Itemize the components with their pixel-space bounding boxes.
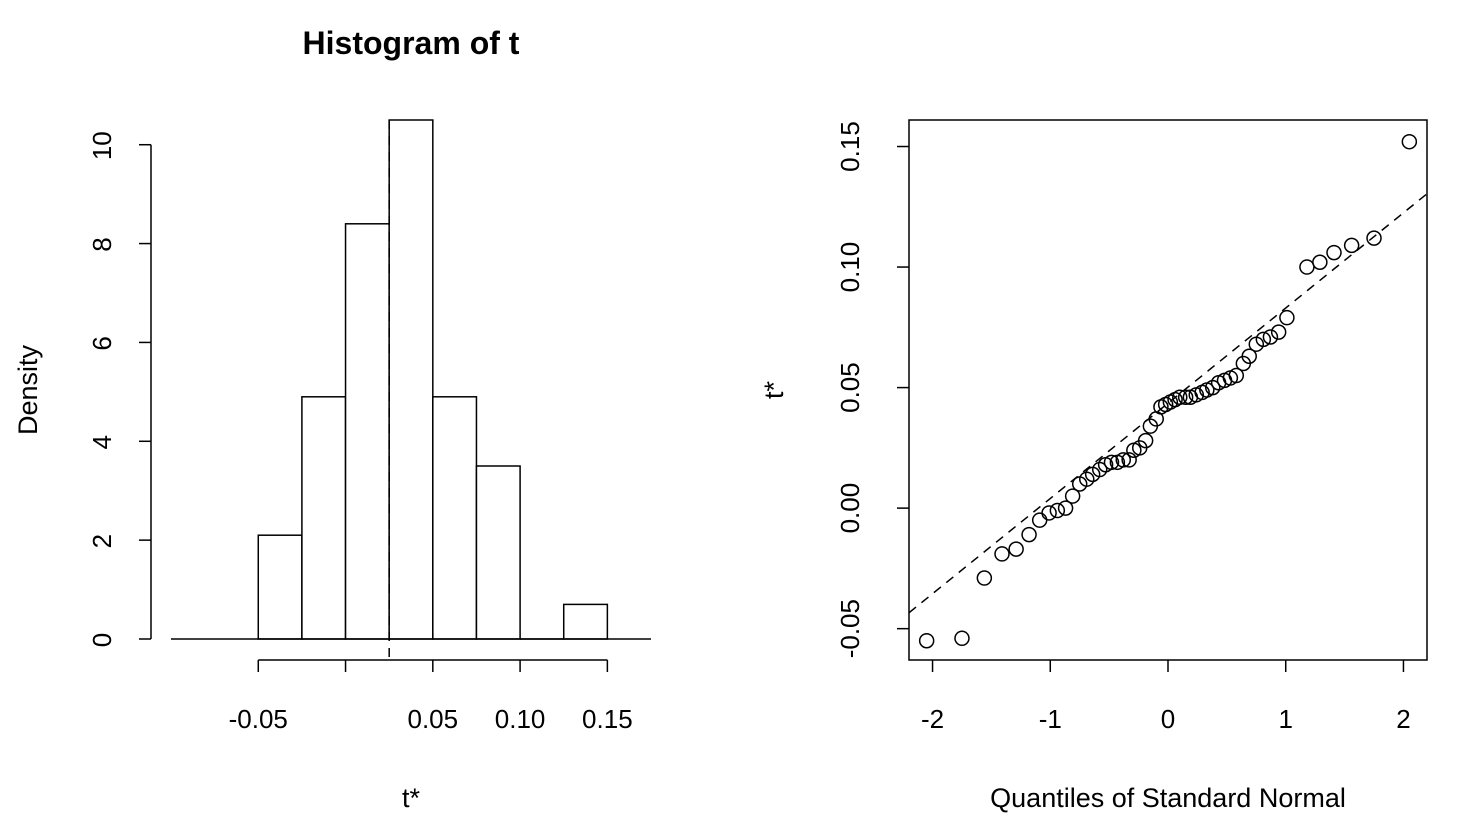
data-point bbox=[1279, 309, 1295, 326]
data-point bbox=[1326, 244, 1342, 261]
x-axis-label: t* bbox=[402, 783, 421, 813]
histogram-bar bbox=[344, 223, 390, 640]
y-tick-label: -0.05 bbox=[835, 599, 865, 658]
data-point bbox=[1064, 488, 1081, 504]
data-point bbox=[1262, 329, 1279, 345]
histogram-panel: 0 2 4 6 8 10 -0.05 0.05 0.10 0.15 Histogram of t t*… bbox=[13, 25, 651, 813]
y-tick-label: 8 bbox=[87, 237, 117, 251]
x-tick-label: 0.10 bbox=[495, 704, 546, 734]
data-point bbox=[1172, 389, 1188, 405]
histogram-bar bbox=[562, 603, 609, 640]
data-point bbox=[1312, 254, 1328, 270]
data-point bbox=[1008, 541, 1024, 557]
y-tick-label: 4 bbox=[87, 435, 117, 449]
data-point bbox=[1049, 502, 1066, 519]
data-point bbox=[1241, 348, 1257, 364]
y-tick-label: 10 bbox=[87, 131, 117, 160]
plot-frame bbox=[908, 119, 1428, 661]
y-tick-label: 0.10 bbox=[835, 242, 865, 293]
histogram-bar bbox=[432, 396, 478, 640]
y-tick-label: 0.05 bbox=[835, 362, 865, 413]
data-point bbox=[954, 630, 970, 647]
data-point bbox=[1228, 367, 1245, 384]
data-point bbox=[1115, 452, 1132, 468]
x-tick-label: 1 bbox=[1278, 704, 1292, 734]
y-axis-label: Density bbox=[13, 344, 43, 435]
histogram-bar bbox=[475, 465, 521, 640]
x-tick-label: -1 bbox=[1039, 704, 1062, 734]
histogram-bar bbox=[257, 534, 303, 640]
data-point bbox=[1255, 331, 1272, 348]
x-tick-label: -2 bbox=[921, 704, 944, 734]
data-point bbox=[1103, 454, 1120, 471]
data-point bbox=[918, 632, 935, 649]
data-point bbox=[1177, 389, 1194, 405]
x-axis-label: Quantiles of Standard Normal bbox=[990, 783, 1346, 813]
y-tick-label: 6 bbox=[87, 336, 117, 350]
x-tick-label: 2 bbox=[1396, 704, 1410, 734]
data-point bbox=[994, 546, 1010, 562]
data-point bbox=[1270, 324, 1287, 340]
data-point bbox=[1343, 237, 1360, 254]
histogram-bar bbox=[388, 119, 434, 640]
y-tick-label: 0 bbox=[87, 633, 117, 647]
data-point bbox=[1401, 133, 1418, 150]
chart-title: Histogram of t bbox=[303, 25, 520, 61]
y-tick-label: 2 bbox=[87, 534, 117, 548]
histogram-bar bbox=[301, 396, 347, 640]
data-point bbox=[1031, 512, 1048, 528]
qq-plot-panel: -2 -1 0 1 2 -0.05 0.00 0.05 0.10 0.15 Quantiles of… bbox=[759, 119, 1428, 813]
x-tick-label: 0.05 bbox=[408, 704, 459, 734]
data-point bbox=[1057, 500, 1074, 516]
data-point bbox=[1021, 526, 1037, 543]
data-point bbox=[1121, 452, 1137, 468]
y-axis-label: t* bbox=[759, 381, 789, 400]
data-point bbox=[976, 570, 993, 586]
x-tick-label: -0.05 bbox=[229, 704, 288, 734]
data-point bbox=[1299, 259, 1315, 275]
data-point bbox=[1137, 432, 1154, 449]
data-point bbox=[1366, 230, 1382, 246]
x-tick-label: 0.15 bbox=[582, 704, 633, 734]
x-tick-label: 0 bbox=[1161, 704, 1175, 734]
reference-line bbox=[909, 193, 1427, 614]
y-tick-label: 0.15 bbox=[835, 121, 865, 172]
y-tick-label: 0.00 bbox=[835, 483, 865, 534]
data-point bbox=[1041, 505, 1057, 521]
